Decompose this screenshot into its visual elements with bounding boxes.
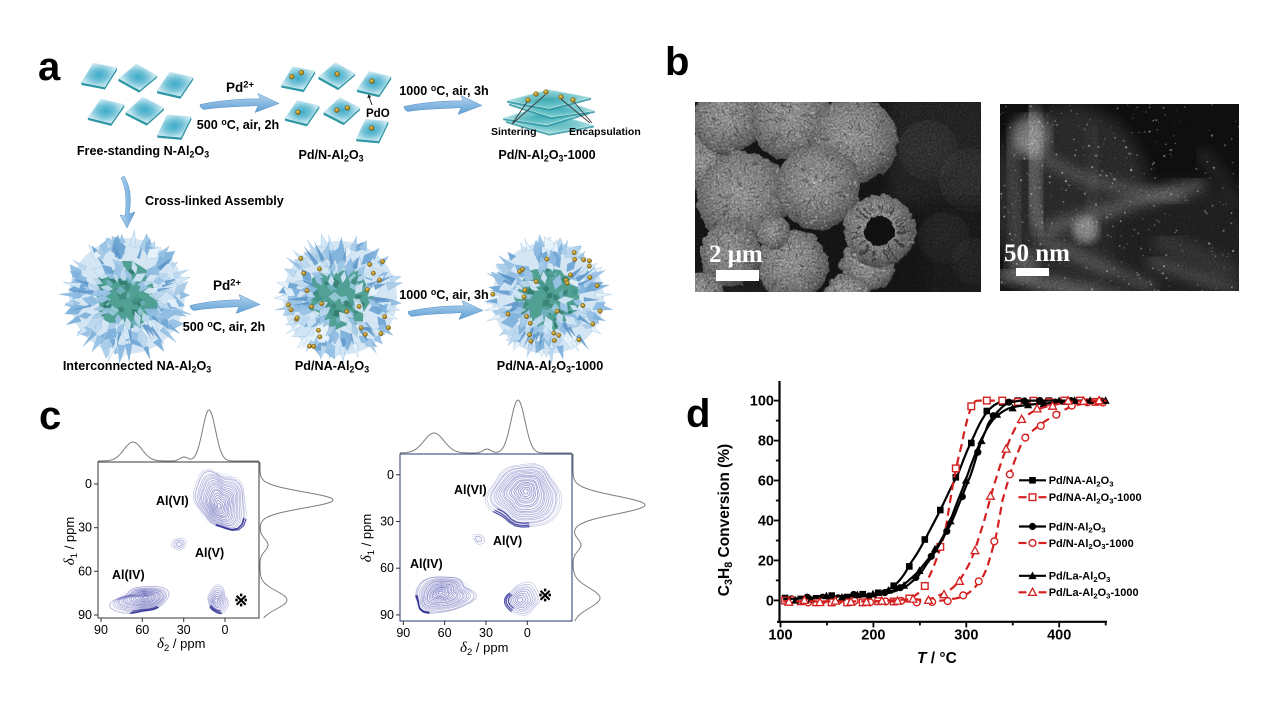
svg-text:90: 90 [78, 608, 92, 622]
svg-text:δ2 / ppm: δ2 / ppm [157, 636, 205, 654]
svg-text:Pd/NA-Al2​O3​: Pd/NA-Al2​O3​ [1049, 475, 1114, 488]
svg-text:Pd/N-Al2​O3​: Pd/N-Al2​O3​ [298, 148, 363, 164]
svg-text:Pd/NA-Al2​O3​-1000: Pd/NA-Al2​O3​-1000 [1049, 492, 1142, 505]
svg-text:a: a [38, 45, 61, 89]
svg-text:Pd/La-Al2​O3​-1000: Pd/La-Al2​O3​-1000 [1049, 587, 1139, 600]
svg-text:0: 0 [85, 477, 92, 491]
svg-text:400: 400 [1047, 628, 1071, 644]
svg-text:90: 90 [380, 608, 394, 622]
svg-text:※: ※ [234, 591, 248, 610]
svg-text:Cross-linked Assembly: Cross-linked Assembly [145, 194, 284, 208]
svg-text:※: ※ [538, 586, 552, 605]
svg-text:Al(V): Al(V) [493, 534, 522, 548]
svg-text:0: 0 [222, 623, 229, 637]
svg-text:T / °C: T / °C [917, 650, 957, 667]
svg-text:Interconnected NA-Al2​O3​: Interconnected NA-Al2​O3​ [63, 359, 211, 375]
svg-text:b: b [665, 40, 689, 84]
svg-text:Encapsulation: Encapsulation [569, 126, 641, 138]
svg-text:60: 60 [380, 561, 394, 575]
svg-text:30: 30 [177, 623, 191, 637]
svg-text:60: 60 [758, 474, 774, 490]
svg-text:0: 0 [766, 593, 774, 609]
svg-text:80: 80 [758, 434, 774, 450]
svg-text:1000 o​C, air, 3h: 1000 o​C, air, 3h [399, 287, 488, 302]
svg-text:δ1 / ppm: δ1 / ppm [359, 514, 377, 562]
svg-text:d: d [686, 392, 710, 436]
svg-text:Pd/NA-Al2​O3​-1000: Pd/NA-Al2​O3​-1000 [497, 359, 603, 375]
svg-text:Al(VI): Al(VI) [156, 494, 189, 508]
svg-text:Al(IV): Al(IV) [410, 557, 443, 571]
svg-text:60: 60 [135, 623, 149, 637]
svg-text:Sintering: Sintering [491, 126, 537, 138]
svg-text:Al(V): Al(V) [195, 546, 224, 560]
svg-text:PdO: PdO [366, 108, 390, 120]
svg-text:0: 0 [387, 468, 394, 482]
svg-text:δ1 / ppm: δ1 / ppm [62, 517, 80, 565]
svg-text:Al(IV): Al(IV) [112, 568, 145, 582]
svg-text:20: 20 [758, 553, 774, 569]
svg-text:2 μm: 2 μm [709, 241, 763, 268]
svg-text:30: 30 [380, 515, 394, 529]
svg-text:Pd/La-Al2​O3​: Pd/La-Al2​O3​ [1049, 571, 1111, 584]
svg-text:60: 60 [438, 626, 452, 640]
svg-text:Pd/NA-Al2​O3​: Pd/NA-Al2​O3​ [295, 359, 369, 375]
svg-text:Al(VI): Al(VI) [454, 483, 487, 497]
svg-text:δ2 / ppm: δ2 / ppm [460, 640, 508, 658]
svg-text:300: 300 [954, 628, 978, 644]
svg-text:Pd2+​: Pd2+​ [213, 277, 241, 294]
svg-text:90: 90 [94, 623, 108, 637]
svg-text:90: 90 [396, 626, 410, 640]
svg-text:Pd2+​: Pd2+​ [226, 79, 254, 96]
svg-text:200: 200 [861, 628, 885, 644]
svg-text:50 nm: 50 nm [1004, 240, 1070, 267]
svg-text:30: 30 [479, 626, 493, 640]
svg-text:500 o​C, air, 2h: 500 o​C, air, 2h [183, 319, 265, 334]
svg-text:1000 o​C, air, 3h: 1000 o​C, air, 3h [399, 83, 488, 98]
svg-text:30: 30 [78, 521, 92, 535]
svg-text:C3​H8​ Conversion (%): C3​H8​ Conversion (%) [716, 444, 735, 596]
svg-text:Pd/N-Al2​O3​: Pd/N-Al2​O3​ [1049, 521, 1106, 534]
svg-text:40: 40 [758, 514, 774, 530]
svg-text:c: c [39, 394, 61, 438]
svg-text:Free-standing N-Al2​O3​: Free-standing N-Al2​O3​ [77, 144, 209, 160]
svg-text:60: 60 [78, 564, 92, 578]
svg-text:500 o​C, air, 2h: 500 o​C, air, 2h [197, 117, 279, 132]
svg-text:Pd/N-Al2​O3​-1000: Pd/N-Al2​O3​-1000 [1049, 538, 1134, 551]
svg-text:100: 100 [768, 628, 792, 644]
svg-text:100: 100 [750, 394, 774, 410]
svg-text:0: 0 [524, 626, 531, 640]
svg-text:Pd/N-Al2​O3​-1000: Pd/N-Al2​O3​-1000 [498, 148, 595, 164]
